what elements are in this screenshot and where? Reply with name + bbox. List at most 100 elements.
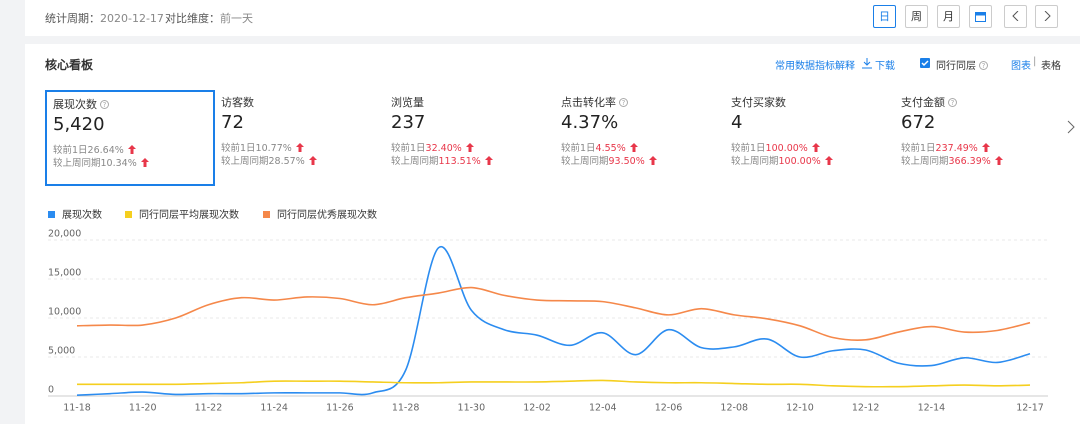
compare-value: 28.57% bbox=[268, 156, 305, 167]
compare-value: 366.39% bbox=[948, 156, 991, 167]
compare-label: 较上周同期 bbox=[731, 156, 779, 167]
compare-label: 较前1日 bbox=[391, 143, 426, 154]
x-tick-label: 12-04 bbox=[589, 403, 617, 414]
kpi-compare: 较上周同期113.51% bbox=[391, 153, 493, 167]
kpi-value: 4 bbox=[731, 112, 743, 133]
kpi-compare: 较上周同期28.57% bbox=[221, 153, 317, 167]
x-tick-label: 12-08 bbox=[720, 403, 748, 414]
y-tick-label: 10,000 bbox=[48, 307, 81, 318]
kpi-label-text: 访客数 bbox=[221, 96, 254, 109]
up-arrow bbox=[140, 158, 149, 167]
x-tick-label: 12-12 bbox=[852, 403, 880, 414]
kpi-card[interactable]: 展现次数? 5,420 较前1日26.64% 较上周同期10.34% bbox=[45, 90, 215, 186]
legend-swatch bbox=[48, 211, 55, 218]
week-button[interactable]: 周 bbox=[905, 5, 928, 28]
up-arrow bbox=[994, 156, 1003, 165]
peer-toggle[interactable]: 同行同层? bbox=[936, 57, 988, 72]
calendar-button[interactable] bbox=[969, 5, 992, 28]
kpi-value: 672 bbox=[901, 112, 936, 133]
kpi-compare: 较前1日32.40% bbox=[391, 140, 474, 154]
kpi-label: 浏览量 bbox=[391, 94, 424, 110]
panel-title: 核心看板 bbox=[45, 58, 94, 72]
legend-label: 同行同层平均展现次数 bbox=[139, 208, 239, 221]
up-arrow bbox=[648, 156, 657, 165]
kpi-card[interactable]: 点击转化率? 4.37% 较前1日4.55% 较上周同期93.50% bbox=[555, 90, 725, 186]
core-panel: 核心看板 常用数据指标解释 下载 同行同层? 图表 | 表格 展现次数? 5,42… bbox=[25, 44, 1080, 424]
next-button[interactable] bbox=[1035, 5, 1058, 28]
help-icon: ? bbox=[619, 98, 628, 107]
kpi-compare: 较前1日237.49% bbox=[901, 140, 990, 154]
x-tick-label: 11-26 bbox=[326, 403, 354, 414]
kpi-value: 237 bbox=[391, 112, 426, 133]
compare-value: 26.64% bbox=[87, 145, 124, 156]
compare-label: 较前1日 bbox=[901, 143, 936, 154]
month-button[interactable]: 月 bbox=[937, 5, 960, 28]
kpi-compare: 较前1日10.77% bbox=[221, 140, 304, 154]
x-tick-label: 12-02 bbox=[523, 403, 551, 414]
prev-icon bbox=[1011, 10, 1018, 22]
x-tick-label: 12-10 bbox=[786, 403, 814, 414]
kpi-label: 展现次数? bbox=[53, 96, 109, 112]
compare-value: 10.77% bbox=[255, 143, 292, 154]
kpi-card[interactable]: 支付金额? 672 较前1日237.49% 较上周同期366.39% bbox=[895, 90, 1065, 186]
compare-label: 较上周同期 bbox=[561, 156, 609, 167]
kpi-label: 访客数 bbox=[221, 94, 254, 110]
help-icon: ? bbox=[948, 98, 957, 107]
compare-value: 4.55% bbox=[595, 143, 626, 154]
kpi-label-text: 点击转化率 bbox=[561, 96, 616, 109]
kpi-compare: 较上周同期100.00% bbox=[731, 153, 833, 167]
kpi-value: 4.37% bbox=[561, 112, 619, 133]
period-label: 统计周期： bbox=[45, 12, 100, 25]
compare-value: 100.00% bbox=[765, 143, 808, 154]
help-icon: ? bbox=[979, 61, 988, 70]
x-tick-label: 11-18 bbox=[63, 403, 91, 414]
compare-label: 较前1日 bbox=[731, 143, 766, 154]
kpi-label: 点击转化率? bbox=[561, 94, 628, 110]
x-tick-label: 12-06 bbox=[655, 403, 683, 414]
top-bar: 统计周期：2020-12-17 对比维度：前一天 日 周 月 bbox=[25, 0, 1080, 36]
kpi-label-text: 支付金额 bbox=[901, 96, 945, 109]
y-tick-label: 15,000 bbox=[48, 268, 81, 279]
kpi-value: 72 bbox=[221, 112, 244, 133]
table-view[interactable]: 表格 bbox=[1041, 61, 1061, 72]
period: 统计周期：2020-12-17 bbox=[45, 10, 164, 26]
chart-view[interactable]: 图表 bbox=[1011, 61, 1031, 72]
kpi-card[interactable]: 支付买家数 4 较前1日100.00% 较上周同期100.00% bbox=[725, 90, 895, 186]
up-arrow bbox=[308, 156, 317, 165]
next-icon bbox=[1044, 10, 1051, 22]
prev-button[interactable] bbox=[1004, 5, 1027, 28]
series-line bbox=[77, 379, 1031, 388]
compare-label: 较上周同期 bbox=[53, 158, 101, 169]
compare-label: 较上周同期 bbox=[391, 156, 439, 167]
compare-value: 237.49% bbox=[935, 143, 978, 154]
kpi-compare: 较上周同期366.39% bbox=[901, 153, 1003, 167]
compare-label: 较前1日 bbox=[53, 145, 88, 156]
compare-value: 100.00% bbox=[778, 156, 821, 167]
download-link[interactable]: 下载 bbox=[875, 61, 895, 72]
compare: 对比维度：前一天 bbox=[165, 10, 253, 26]
compare-value: 前一天 bbox=[220, 12, 253, 25]
up-arrow bbox=[981, 143, 990, 152]
kpi-label-text: 展现次数 bbox=[53, 98, 97, 111]
cards-next[interactable] bbox=[1067, 120, 1075, 134]
glossary-link[interactable]: 常用数据指标解释 bbox=[775, 61, 855, 72]
x-tick-label: 11-28 bbox=[392, 403, 420, 414]
chart: 0 5,000 10,000 15,000 20,000 11-18 11-20 11-22 1… bbox=[48, 208, 1048, 414]
kpi-value: 5,420 bbox=[53, 114, 105, 135]
kpi-card[interactable]: 浏览量 237 较前1日32.40% 较上周同期113.51% bbox=[385, 90, 555, 186]
series-line bbox=[76, 286, 1031, 341]
kpi-label: 支付买家数 bbox=[731, 94, 786, 110]
download-icon bbox=[862, 58, 872, 69]
kpi-card[interactable]: 访客数 72 较前1日10.77% 较上周同期28.57% bbox=[215, 90, 385, 186]
peer-checkbox[interactable] bbox=[920, 58, 930, 68]
day-button[interactable]: 日 bbox=[873, 5, 896, 28]
y-tick-label: 0 bbox=[48, 385, 54, 396]
kpi-label-text: 浏览量 bbox=[391, 96, 424, 109]
x-tick-label: 11-20 bbox=[129, 403, 157, 414]
x-tick-label: 11-22 bbox=[195, 403, 223, 414]
divider: | bbox=[1033, 56, 1037, 67]
period-value: 2020-12-17 bbox=[100, 12, 164, 25]
up-arrow bbox=[484, 156, 493, 165]
peer-label: 同行同层 bbox=[936, 61, 976, 72]
